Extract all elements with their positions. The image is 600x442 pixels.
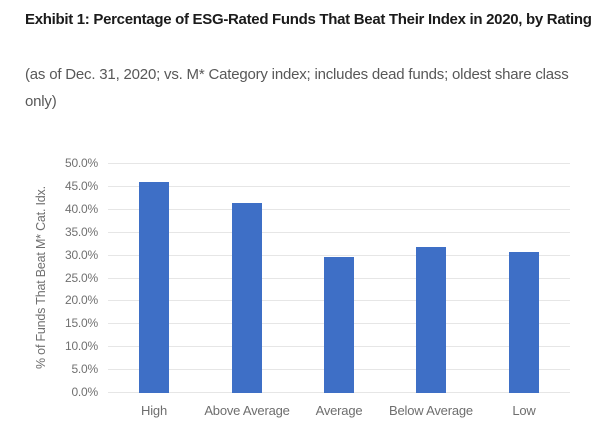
gridline — [108, 163, 570, 164]
x-axis-label: Below Average — [389, 403, 473, 418]
y-axis-tick-label: 30.0% — [64, 248, 98, 262]
y-axis-tick-label: 40.0% — [64, 202, 98, 216]
bar-high — [139, 182, 169, 393]
x-axis-labels: High Above Average Average Below Average Low — [108, 403, 570, 421]
x-axis-label: Average — [315, 403, 363, 418]
y-axis-tick-label: 0.0% — [71, 385, 98, 399]
x-axis-label: Above Average — [204, 403, 290, 418]
x-axis-label: Low — [512, 403, 536, 418]
y-axis-tick-label: 45.0% — [64, 179, 98, 193]
bar-low — [509, 252, 539, 393]
bar-chart: % of Funds That Beat M* Cat. Idx. 0.0% 5.… — [30, 155, 575, 435]
y-axis-title: % of Funds That Beat M* Cat. Idx. — [34, 186, 48, 370]
bar-above-average — [232, 203, 262, 393]
y-axis-tick-label: 50.0% — [64, 156, 98, 170]
gridline — [108, 232, 570, 233]
gridline — [108, 186, 570, 187]
y-axis-tick-label: 20.0% — [64, 293, 98, 307]
y-axis-tick-label: 25.0% — [64, 271, 98, 285]
y-axis-tick-label: 15.0% — [64, 316, 98, 330]
plot-area — [108, 163, 570, 393]
exhibit-title: Exhibit 1: Percentage of ESG-Rated Funds… — [25, 11, 592, 28]
y-axis-tick-label: 5.0% — [71, 362, 98, 376]
gridline — [108, 209, 570, 210]
y-axis-tick-label: 10.0% — [64, 339, 98, 353]
bar-below-average — [416, 247, 446, 393]
gridline — [108, 255, 570, 256]
exhibit-subtitle: (as of Dec. 31, 2020; vs. M* Category in… — [25, 66, 569, 110]
bar-average — [324, 257, 354, 393]
y-axis-ticks: 0.0% 5.0% 10.0% 15.0% 20.0% 25.0% 30.0% 35.0% 40… — [54, 156, 98, 399]
y-axis-tick-label: 35.0% — [64, 225, 98, 239]
x-axis-label: High — [141, 403, 167, 418]
